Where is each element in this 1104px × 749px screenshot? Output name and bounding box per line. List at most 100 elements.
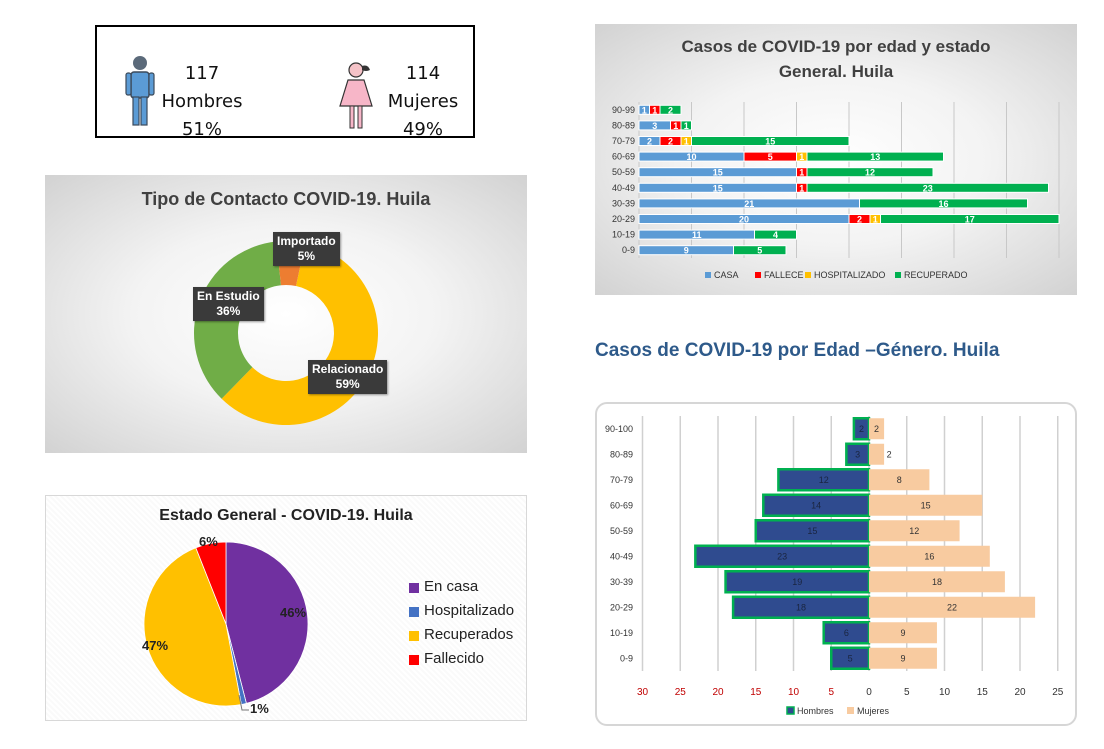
legend-swatch: [895, 272, 901, 278]
bar-recuperado: [859, 198, 1028, 209]
bar-data-label: 1: [799, 168, 804, 178]
bar-data-label: 2: [857, 215, 862, 225]
bar-data-label: 23: [777, 551, 787, 561]
legend-swatch: [409, 655, 419, 665]
y-tick-label: 30-39: [612, 198, 635, 208]
bar-data-label: 15: [921, 500, 931, 510]
bar-data-label: 11: [692, 230, 702, 240]
bar-data-label: 15: [807, 526, 817, 536]
pie-data-label: 6%: [199, 534, 218, 549]
status-pie-svg: 46% 1% 47% 6%: [142, 534, 309, 716]
x-tick-label: 15: [977, 687, 989, 698]
men-pct: 51%: [181, 119, 222, 140]
legend-swatch: [847, 707, 854, 714]
y-tick-label: 70-79: [612, 136, 635, 146]
contact-chart-title: Tipo de Contacto COVID-19. Huila: [141, 189, 431, 209]
y-tick-label: 90-100: [605, 424, 633, 434]
legend-item-casa: CASA: [714, 270, 739, 280]
bar-data-label: 2: [647, 137, 652, 147]
legend-swatch: [805, 272, 811, 278]
donut-label-name: Relacionado: [312, 362, 384, 376]
gender-summary-box: 117 Hombres 51% 114 Mujeres 49%: [95, 25, 475, 140]
bar-data-label: 2: [668, 105, 673, 115]
legend-item-fallece: FALLECE: [764, 270, 804, 280]
y-tick-label: 0-9: [622, 245, 635, 255]
bar-mujeres: [869, 443, 885, 465]
pyramid-heading: Casos de COVID-19 por Edad –Género. Huil…: [595, 340, 1000, 361]
men-count: 117: [184, 63, 220, 84]
donut-label-value: 36%: [216, 304, 241, 318]
bar-data-label: 18: [932, 577, 942, 587]
age-gender-pyramid-chart: 30 25 20 15 10 5 0 5 10 15 20 25 0-9 5 9 10-19 6 9 20-29 18…: [595, 402, 1077, 726]
bar-recuperado: [680, 120, 692, 131]
legend-item-hospitalizado: HOSPITALIZADO: [814, 270, 885, 280]
bar-data-label: 20: [739, 215, 749, 225]
bar-recuperado: [880, 214, 1060, 224]
bar-mujeres: [869, 520, 960, 542]
bar-data-label: 22: [947, 602, 957, 612]
age-status-title: Casos de COVID-19 por edad y estado: [681, 37, 991, 56]
donut-label-en-estudio: En Estudio 36%: [193, 287, 264, 321]
donut-label-importado: Importado 5%: [273, 232, 340, 266]
bar-data-label: 2: [874, 424, 879, 434]
status-chart: Estado General - COVID-19. Huila 46% 1% 47…: [45, 495, 527, 721]
bar-data-label: 1: [799, 152, 804, 162]
bar-mujeres: [869, 647, 937, 669]
pie-leader-line: [238, 694, 249, 711]
contact-donut-svg: [193, 241, 378, 425]
pie-slice-recuperados: [143, 547, 242, 707]
bar-data-label: 18: [796, 602, 806, 612]
x-tick-label: 5: [828, 687, 834, 698]
bar-data-label: 2: [859, 424, 864, 434]
age-status-subtitle: General. Huila: [778, 62, 894, 81]
bar-data-label: 1: [684, 137, 689, 147]
x-tick-label: 25: [675, 687, 687, 698]
age-status-chart: Casos de COVID-19 por edad y estado Gene…: [595, 24, 1077, 295]
woman-icon: [339, 62, 373, 129]
man-icon: [125, 56, 155, 126]
bar-data-label: 9: [900, 628, 905, 638]
bar-data-label: 15: [713, 168, 723, 178]
x-tick-label: 5: [904, 687, 910, 698]
legend-item-recuperados: Recuperados: [424, 626, 514, 643]
x-tick-label: 10: [788, 687, 800, 698]
legend-item-fallecido: Fallecido: [424, 650, 485, 667]
x-tick-label: 15: [750, 687, 762, 698]
bar-data-label: 3: [855, 449, 860, 459]
women-count: 114: [405, 63, 441, 84]
y-tick-label: 50-59: [612, 167, 635, 177]
bar-data-label: 12: [909, 526, 919, 536]
y-tick-label: 20-29: [612, 214, 635, 224]
bar-data-label: 9: [900, 653, 905, 663]
legend-item-hombres: Hombres: [797, 706, 834, 716]
bar-data-label: 16: [938, 199, 948, 209]
bar-data-label: 1: [652, 105, 657, 115]
bar-data-label: 9: [684, 246, 689, 256]
y-tick-label: 40-49: [610, 551, 633, 561]
x-tick-label: 25: [1052, 687, 1064, 698]
bar-recuperado: [806, 182, 1049, 193]
pie-data-label: 46%: [280, 605, 306, 620]
women-pct: 49%: [402, 119, 443, 140]
bar-data-label: 12: [865, 168, 875, 178]
pyramid-svg: 30 25 20 15 10 5 0 5 10 15 20 25 0-9 5 9 10-19 6 9 20-29 18…: [605, 416, 1064, 716]
donut-label-name: En Estudio: [197, 289, 260, 303]
y-tick-label: 60-69: [610, 500, 633, 510]
bar-recuperado: [754, 229, 797, 240]
y-tick-label: 80-89: [610, 449, 633, 459]
y-tick-label: 40-49: [612, 183, 635, 193]
bar-mujeres: [869, 545, 990, 567]
donut-label-value: 59%: [335, 377, 360, 391]
bar-data-label: 6: [844, 628, 849, 638]
bar-data-label: 1: [684, 121, 689, 131]
bar-data-label: 5: [848, 653, 853, 663]
bar-data-label: 1: [642, 105, 647, 115]
pie-slice-fallecido: [195, 541, 227, 625]
pie-data-label: 47%: [142, 638, 168, 653]
bar-data-label: 15: [765, 137, 775, 147]
y-tick-label: 80-89: [612, 120, 635, 130]
bar-data-label: 2: [668, 137, 673, 147]
bar-data-label: 1: [873, 215, 878, 225]
y-tick-label: 70-79: [610, 475, 633, 485]
